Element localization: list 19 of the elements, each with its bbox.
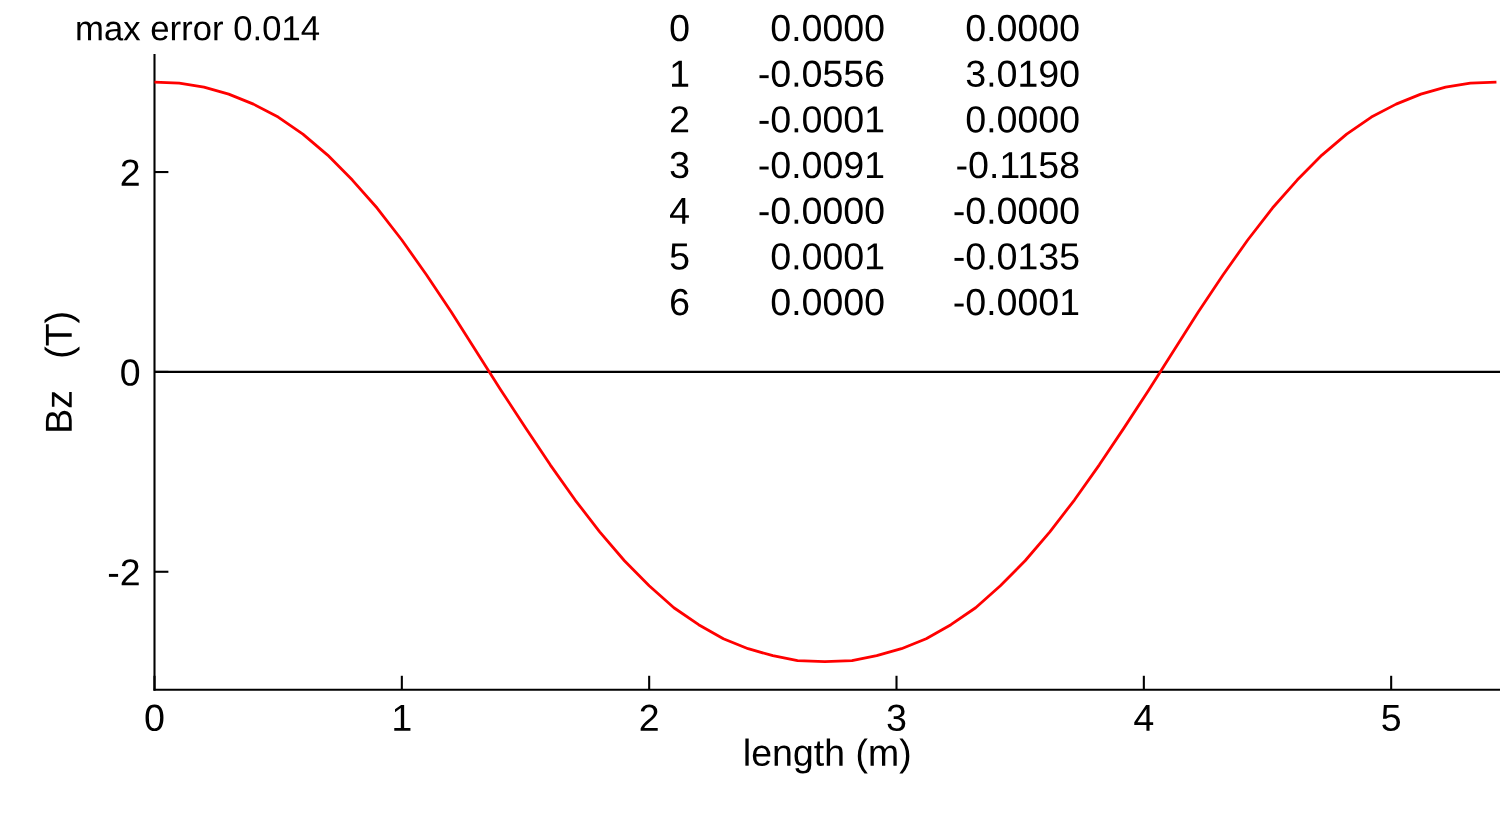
- text: 3 -0.0091 -0.1158: [670, 151, 1079, 179]
- y-tick-label: 2: [121, 159, 139, 186]
- x-tick-label: 1: [394, 704, 411, 731]
- text: max error 0.014: [77, 16, 320, 41]
- x-tick-label: 3: [887, 704, 906, 732]
- text: 2 -0.0001 0.0000: [671, 106, 1079, 133]
- text: 6 0.0000 -0.0001: [671, 288, 1079, 316]
- x-tick-label: 2: [640, 704, 658, 731]
- text: 5 0.0001 -0.0135: [670, 243, 1079, 270]
- x-axis-title: length (m): [745, 738, 910, 774]
- text: 1 -0.0556 3.0190: [672, 60, 1079, 88]
- x-tick-label: 0: [145, 704, 164, 732]
- y-tick-label: 0: [121, 359, 140, 386]
- x-tick-label: 5: [1382, 704, 1401, 732]
- y-axis-title: Bz (T): [44, 313, 80, 431]
- x-tick-label: 4: [1134, 704, 1154, 731]
- y-tick-label: -2: [108, 559, 139, 586]
- text: 0 0.0000 0.0000: [670, 14, 1079, 42]
- text: 4 -0.0000 -0.0000: [670, 197, 1079, 225]
